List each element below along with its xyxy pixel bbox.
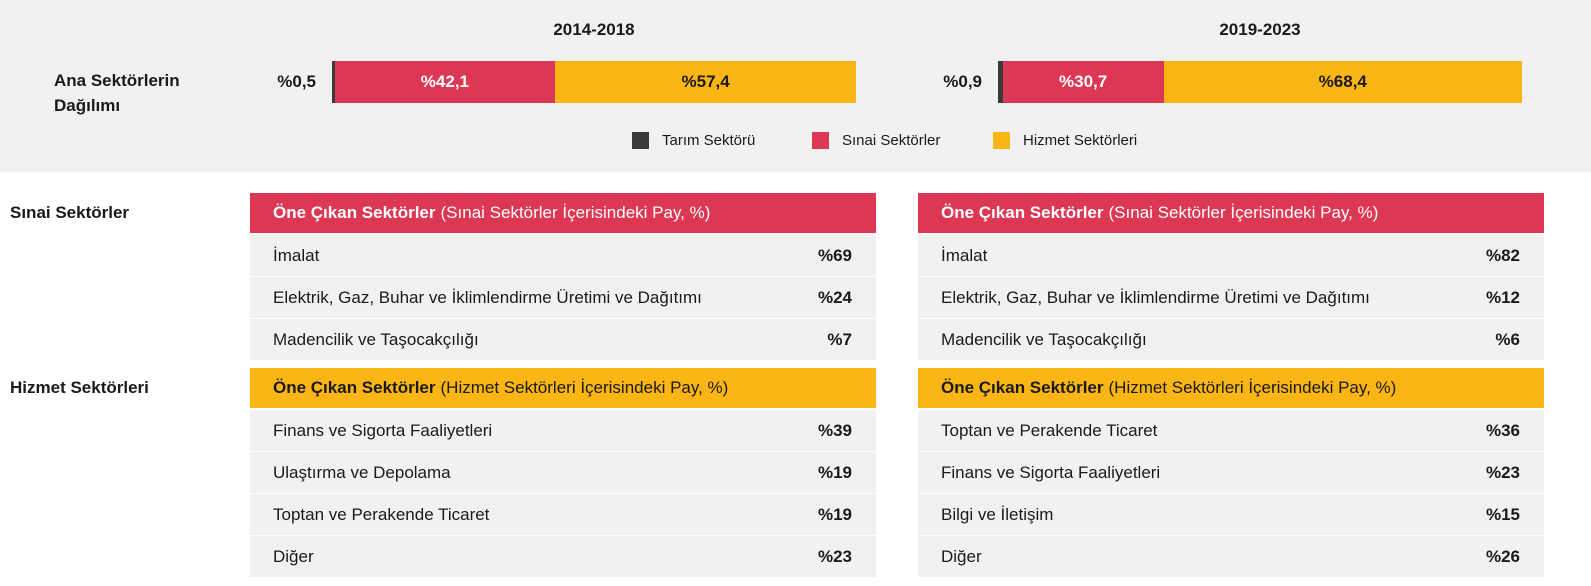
row-label: İmalat	[941, 245, 988, 265]
row-label: Toptan ve Perakende Ticaret	[273, 504, 490, 524]
row-value: %82	[1485, 245, 1520, 265]
header-rest: (Sınai Sektörler İçerisindeki Pay, %)	[440, 203, 711, 222]
table-row: Toptan ve Perakende Ticaret %19	[250, 494, 876, 535]
row-label: Diğer	[273, 546, 314, 566]
legend-label: Tarım Sektörü	[662, 132, 756, 149]
value-label: %68,4	[1318, 72, 1367, 91]
row-label: Finans ve Sigorta Faaliyetleri	[941, 462, 1161, 482]
row-value: %36	[1485, 420, 1520, 440]
bar-segment	[998, 61, 1003, 103]
bar-segment	[334, 61, 556, 103]
table-row: Finans ve Sigorta Faaliyetleri %39	[250, 410, 876, 451]
row-value: %15	[1485, 504, 1520, 524]
row-value: %39	[817, 420, 852, 440]
legend-swatch	[993, 132, 1010, 149]
row-label: Ulaştırma ve Depolama	[273, 462, 451, 482]
table-header: Öne Çıkan Sektörler (Hizmet Sektörleri İç…	[918, 368, 1544, 408]
bar-segment	[555, 61, 856, 103]
table-row: Diğer %23	[250, 536, 876, 577]
value-label: %42,1	[420, 72, 469, 91]
row-value: %26	[1485, 546, 1520, 566]
row-label: Elektrik, Gaz, Buhar ve İklimlendirme Ür…	[941, 287, 1370, 307]
table-row: İmalat %82	[918, 235, 1544, 276]
table-row: Madencilik ve Taşocakçılığı %6	[918, 319, 1544, 360]
row-value: %12	[1485, 287, 1520, 307]
table-row: Elektrik, Gaz, Buhar ve İklimlendirme Ür…	[250, 277, 876, 318]
table-row: Toptan ve Perakende Ticaret %36	[918, 410, 1544, 451]
period-title: 2014-2018	[553, 20, 635, 39]
row-value: %23	[817, 546, 852, 566]
value-label: %57,4	[681, 72, 730, 91]
section-label: Sınai Sektörler	[10, 203, 130, 222]
table-row: Finans ve Sigorta Faaliyetleri %23	[918, 452, 1544, 493]
period-title: 2019-2023	[1219, 20, 1301, 39]
table-header: Öne Çıkan Sektörler (Sınai Sektörler İçer…	[918, 193, 1544, 233]
legend-swatch	[812, 132, 829, 149]
row-label: Diğer	[941, 546, 982, 566]
header-rest: (Hizmet Sektörleri İçerisindeki Pay, %)	[1108, 378, 1397, 397]
value-label: %0,5	[277, 72, 316, 91]
section-label: Hizmet Sektörleri	[10, 378, 149, 397]
table-row: İmalat %69	[250, 235, 876, 276]
legend-swatch	[632, 132, 649, 149]
table-row: Madencilik ve Taşocakçılığı %7	[250, 319, 876, 360]
row-label: Madencilik ve Taşocakçılığı	[941, 329, 1147, 349]
value-label: %30,7	[1059, 72, 1108, 91]
row-value: %23	[1485, 462, 1520, 482]
bar-segment	[332, 61, 335, 103]
header-bold: Öne Çıkan Sektörler	[273, 203, 436, 222]
row-label: İmalat	[273, 245, 320, 265]
value-label: %0,9	[943, 72, 982, 91]
row-label: Bilgi ve İletişim	[941, 504, 1054, 524]
row-value: %19	[817, 462, 852, 482]
legend-label: Sınai Sektörler	[842, 132, 941, 149]
row-label: Madencilik ve Taşocakçılığı	[273, 329, 479, 349]
header-bold: Öne Çıkan Sektörler	[273, 378, 436, 397]
row-value: %69	[817, 245, 852, 265]
header-rest: (Sınai Sektörler İçerisindeki Pay, %)	[1108, 203, 1379, 222]
header-bold: Öne Çıkan Sektörler	[941, 378, 1104, 397]
table-row: Bilgi ve İletişim %15	[918, 494, 1544, 535]
row-label: Toptan ve Perakende Ticaret	[941, 420, 1158, 440]
row-label: Elektrik, Gaz, Buhar ve İklimlendirme Ür…	[273, 287, 702, 307]
row-value: %6	[1495, 329, 1520, 349]
header-rest: (Hizmet Sektörleri İçerisindeki Pay, %)	[440, 378, 729, 397]
bar-segment	[1002, 61, 1164, 103]
table-row: Ulaştırma ve Depolama %19	[250, 452, 876, 493]
distribution-label: Ana Sektörlerin Dağılımı	[54, 71, 180, 115]
table-row: Elektrik, Gaz, Buhar ve İklimlendirme Ür…	[918, 277, 1544, 318]
table-header: Öne Çıkan Sektörler (Hizmet Sektörleri İç…	[250, 368, 876, 408]
header-bold: Öne Çıkan Sektörler	[941, 203, 1104, 222]
row-value: %7	[827, 329, 852, 349]
table-header: Öne Çıkan Sektörler (Sınai Sektörler İçer…	[250, 193, 876, 233]
row-label: Finans ve Sigorta Faaliyetleri	[273, 420, 493, 440]
bar-segment	[1163, 61, 1522, 103]
row-value: %24	[817, 287, 852, 307]
table-row: Diğer %26	[918, 536, 1544, 577]
legend-label: Hizmet Sektörleri	[1023, 132, 1138, 149]
row-value: %19	[817, 504, 852, 524]
